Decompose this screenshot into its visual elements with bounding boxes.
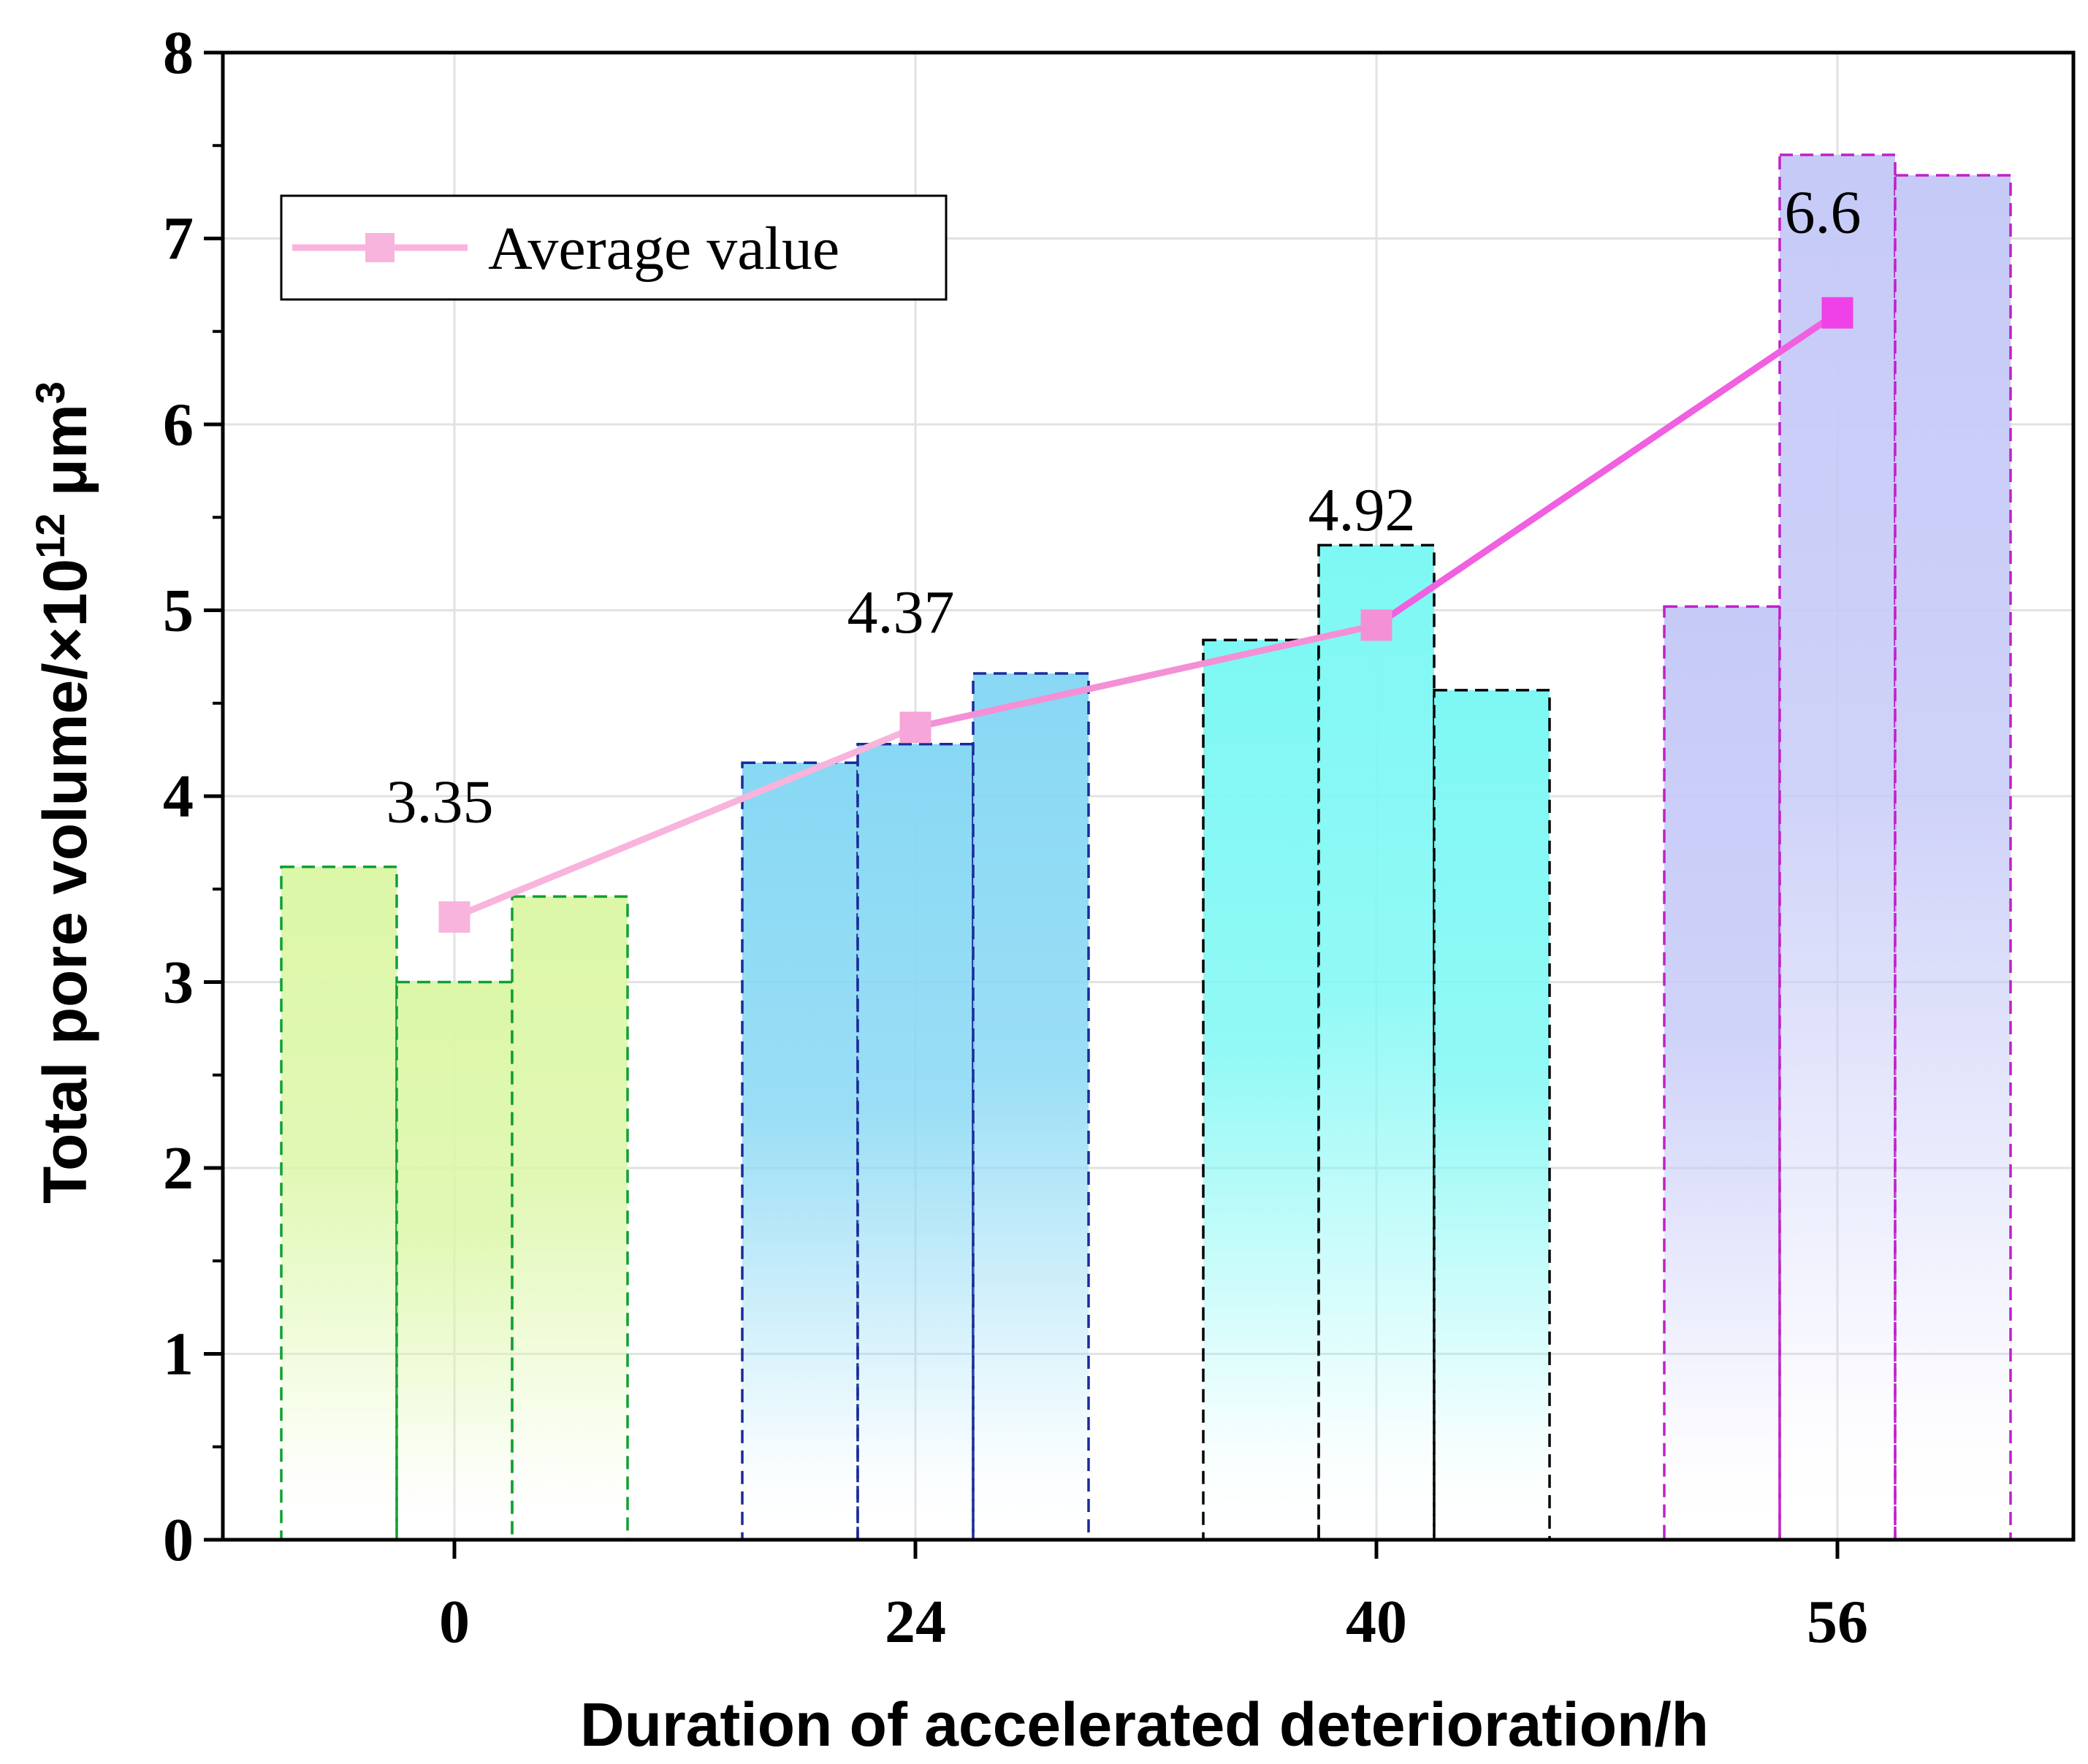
y-axis-title-exponent: 12 (27, 513, 73, 559)
bar-56h-2 (1778, 153, 1897, 1541)
x-axis: 0 24 40 56 (439, 1540, 1868, 1656)
bar-0h-1 (280, 865, 398, 1541)
y-tick-label: 5 (163, 577, 194, 645)
y-axis-title: Total pore volume/×1012 μm3 (27, 381, 99, 1204)
average-value-label: 3.35 (386, 768, 494, 836)
legend-label: Average value (488, 215, 839, 283)
average-value-label: 4.92 (1308, 476, 1416, 544)
average-marker (438, 901, 470, 933)
bar-56h-1 (1663, 605, 1781, 1541)
average-marker (1360, 609, 1392, 641)
x-tick-label: 56 (1807, 1588, 1868, 1656)
bar-40h-2 (1317, 543, 1436, 1541)
bar-40h-1 (1202, 638, 1320, 1541)
y-tick-label: 7 (163, 205, 194, 273)
y-tick-label: 4 (163, 763, 194, 831)
legend-marker-swatch (365, 233, 395, 262)
x-tick-label: 24 (885, 1588, 946, 1656)
bar-24h-2 (856, 742, 975, 1541)
y-tick-label: 3 (163, 949, 194, 1017)
average-line-segment (1373, 309, 1841, 629)
bar-56h-3 (1894, 174, 2012, 1541)
average-series: 3.35 4.37 4.92 6.6 (386, 178, 1862, 933)
y-tick-label: 8 (163, 19, 194, 87)
bar-24h-3 (972, 672, 1090, 1541)
y-tick-label: 6 (163, 391, 194, 459)
bar-0h-3 (511, 895, 629, 1541)
y-axis-title-prefix: Total pore volume/×10 (31, 559, 99, 1204)
average-marker (1821, 297, 1853, 329)
y-axis-title-unit-exponent: 3 (27, 381, 73, 404)
y-tick-label: 0 (163, 1506, 194, 1574)
average-line-segment (912, 622, 1380, 731)
x-axis-title: Duration of accelerated deterioration/h (580, 1690, 1709, 1759)
y-axis-title-unit: μm (31, 404, 99, 513)
y-axis: 0 1 2 3 4 5 6 7 8 (163, 19, 223, 1574)
y-tick-label: 2 (163, 1134, 194, 1202)
bars (280, 153, 2012, 1541)
legend: Average value (280, 194, 948, 301)
average-value-label: 6.6 (1785, 178, 1862, 246)
y-tick-label: 1 (163, 1321, 194, 1389)
average-line-segment (451, 724, 919, 920)
bar-40h-3 (1433, 689, 1551, 1541)
bar-0h-2 (395, 980, 514, 1541)
x-tick-label: 40 (1346, 1588, 1407, 1656)
average-marker (899, 711, 931, 744)
x-tick-label: 0 (439, 1588, 470, 1656)
average-value-label: 4.37 (847, 579, 955, 646)
bar-24h-1 (741, 761, 859, 1541)
